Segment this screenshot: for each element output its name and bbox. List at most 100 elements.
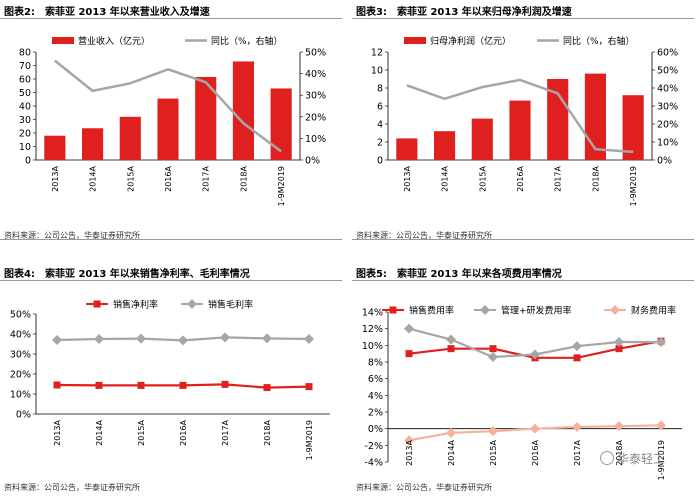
y-tick-label: 10% xyxy=(10,390,31,401)
bottom-rule xyxy=(0,239,342,240)
data-point xyxy=(137,381,145,389)
legend-marker xyxy=(610,305,620,315)
y-tick-label: 80 xyxy=(19,48,31,59)
bar xyxy=(471,118,493,160)
x-tick-label: 2015A xyxy=(489,439,498,465)
y-tick-label: 4 xyxy=(377,120,383,131)
x-tick-label: 1-9M2019 xyxy=(277,166,286,206)
y2-tick-label: 10% xyxy=(305,134,326,145)
data-point xyxy=(220,332,230,343)
x-tick-label: 2016A xyxy=(179,419,188,445)
legend-swatch-bar xyxy=(52,37,74,44)
x-tick-label: 2013A xyxy=(51,165,60,191)
data-point xyxy=(447,345,455,353)
bar xyxy=(232,61,254,161)
y-tick-label: 0% xyxy=(368,424,383,435)
data-point xyxy=(304,334,314,344)
chart-title: 图表4: 索菲亚 2013 年以来销售净利率、毛利率情况 xyxy=(4,269,250,280)
growth-line xyxy=(406,78,634,154)
y-tick-label: 50 xyxy=(19,88,31,99)
y-tick-label: 14% xyxy=(362,308,383,319)
chart-title: 图表2: 索菲亚 2013 年以来营业收入及增速 xyxy=(4,7,210,18)
data-point xyxy=(572,341,582,352)
x-tick-label: 2015A xyxy=(126,165,135,191)
data-point xyxy=(614,421,624,432)
y-tick-label: 8% xyxy=(368,358,383,369)
data-point xyxy=(488,426,498,437)
chart-panel-net-profit: 图表3: 索菲亚 2013 年以来归母净利润及增速 归母净利润（亿元） 同比（%，右… xyxy=(352,0,694,240)
data-point xyxy=(263,384,271,392)
x-tick-label: 2015A xyxy=(478,165,487,191)
x-tick-label: 2016A xyxy=(516,165,525,191)
source-note: 资料来源：公司公告，华泰证券研究所 xyxy=(356,483,492,492)
legend-label: 销售费用率 xyxy=(409,305,454,317)
title-rule xyxy=(352,18,694,19)
data-point xyxy=(489,345,497,353)
data-point xyxy=(305,383,313,391)
expense-ratios-chart: 销售费用率 管理+研发费用率 财务费用率 -4% -2% 0% 2% 4% 6% 8% 10% 12%… xyxy=(362,305,682,480)
y-tick-label: 0 xyxy=(25,156,31,167)
net-profit-chart: 归母净利润（亿元） 同比（%，右轴） 0 2 4 6 8 10 12 0% 10% 20% 30% 40%… xyxy=(371,35,678,206)
revenue-chart: 营业收入（亿元） 同比（%，右轴） 0 10 20 30 40 50 60 70 80 0% 10% 20… xyxy=(19,35,326,206)
bar xyxy=(584,73,606,160)
data-point xyxy=(404,435,414,446)
x-tick-label: 2014A xyxy=(89,165,98,191)
x-tick-label: 2013A xyxy=(403,165,412,191)
bar xyxy=(82,128,104,160)
data-point xyxy=(615,345,623,353)
bar xyxy=(396,138,418,160)
data-point xyxy=(488,352,498,362)
bottom-rule xyxy=(352,239,694,240)
data-point xyxy=(262,333,272,344)
legend-label: 销售净利率 xyxy=(113,299,158,311)
bar xyxy=(119,116,141,160)
data-point xyxy=(94,334,104,344)
x-tick-label: 2016A xyxy=(164,165,173,191)
x-tick-label: 2014A xyxy=(95,419,104,445)
x-tick-label: 2013A xyxy=(405,439,414,465)
y-tick-label: 30 xyxy=(19,115,31,126)
y-tick-label: 20% xyxy=(10,370,31,381)
y-tick-label: 8 xyxy=(377,84,383,95)
data-point xyxy=(136,333,146,344)
y2-tick-label: 30% xyxy=(305,91,326,102)
y-tick-label: 6 xyxy=(377,102,383,113)
data-point xyxy=(446,334,456,345)
legend-label: 销售毛利率 xyxy=(208,299,253,311)
chart-panel-margins: 图表4: 索菲亚 2013 年以来销售净利率、毛利率情况 销售净利率 销售毛利率 0%… xyxy=(0,262,342,502)
title-rule xyxy=(0,280,342,281)
y2-tick-label: 50% xyxy=(657,66,678,77)
data-point xyxy=(572,422,582,432)
data-point xyxy=(405,350,413,358)
bar xyxy=(44,135,66,160)
y-tick-label: 12 xyxy=(371,48,383,59)
bar xyxy=(195,76,217,160)
y-tick-label: 70 xyxy=(19,61,31,72)
y-tick-label: 60 xyxy=(19,75,31,86)
legend-label: 营业收入（亿元） xyxy=(78,35,150,47)
source-note: 资料来源：公司公告，华泰证券研究所 xyxy=(4,231,140,240)
source-note: 资料来源：公司公告，华泰证券研究所 xyxy=(4,483,140,492)
data-point xyxy=(178,335,188,346)
y-tick-label: 12% xyxy=(362,324,383,335)
wechat-icon xyxy=(600,451,614,465)
y-tick-label: 20 xyxy=(19,129,31,140)
legend-label: 归母净利润（亿元） xyxy=(430,35,511,47)
data-point xyxy=(404,323,414,334)
y-tick-label: 10% xyxy=(362,341,383,352)
data-point xyxy=(446,427,456,438)
x-tick-label: 2018A xyxy=(263,419,272,445)
legend-label: 管理+研发费用率 xyxy=(501,305,572,317)
data-point xyxy=(221,380,229,388)
data-point xyxy=(52,335,62,345)
y-tick-label: 0 xyxy=(377,156,383,167)
y2-tick-label: 10% xyxy=(657,138,678,149)
x-tick-label: 2017A xyxy=(221,419,230,445)
bar xyxy=(622,95,644,160)
y2-tick-label: 60% xyxy=(657,48,678,59)
data-point xyxy=(530,349,540,360)
y-tick-label: 2 xyxy=(377,138,383,149)
margins-chart: 销售净利率 销售毛利率 0% 10% 20% 30% 40% 50% 2013A 2014A 201… xyxy=(10,299,330,460)
y-tick-label: 10 xyxy=(19,142,31,153)
watermark: 华泰轻工 xyxy=(600,450,665,467)
